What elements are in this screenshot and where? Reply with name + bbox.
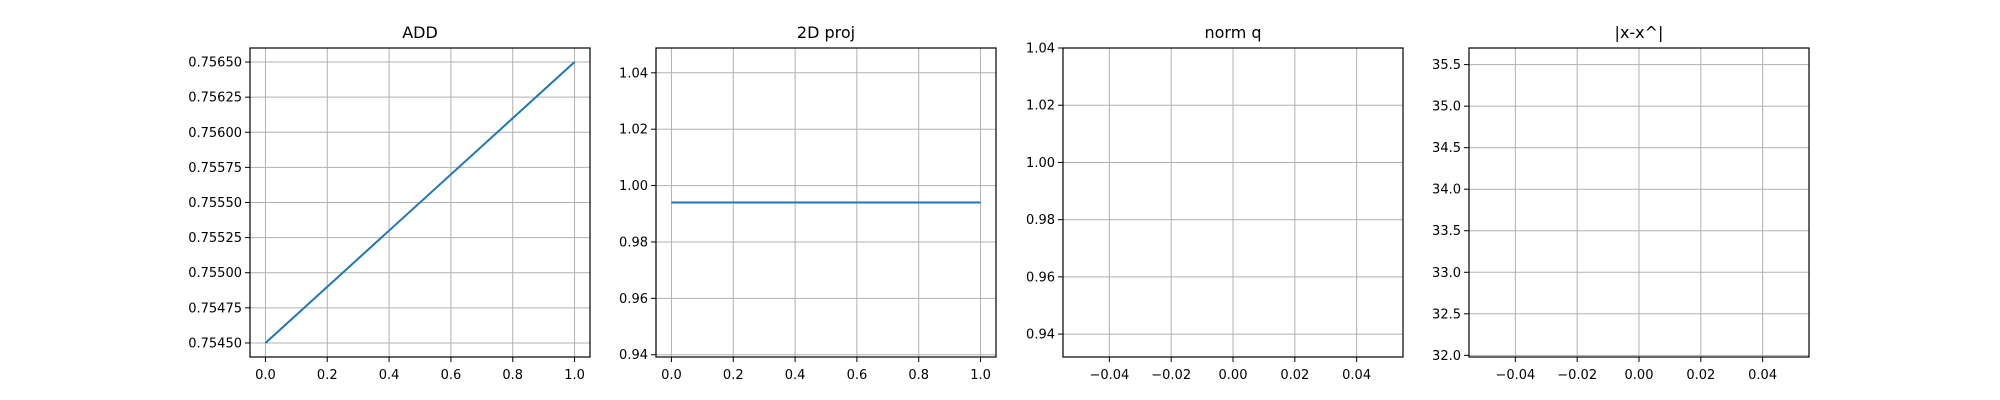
y-tick-label: 34.5 xyxy=(1432,141,1461,156)
chart-panel-3: −0.04 −0.02 0.00 0.02 0.04 0.94 0.96 0.98 1.00 1.… xyxy=(1026,23,1404,383)
y-tick-label: 32.0 xyxy=(1432,349,1461,364)
y-tick-label: 32.5 xyxy=(1432,307,1461,322)
y-tick-label: 0.94 xyxy=(1026,328,1055,343)
y-tick-label: 0.75575 xyxy=(188,161,242,176)
axes-frame xyxy=(655,47,997,358)
x-tick-label: 0.04 xyxy=(1342,368,1371,383)
y-tick-label: 1.04 xyxy=(619,66,648,81)
y-tick-label: 0.75525 xyxy=(188,231,242,246)
x-tick-label: 0.4 xyxy=(785,368,806,383)
x-tick-label: −0.04 xyxy=(1495,368,1535,383)
x-tick-label: 0.04 xyxy=(1748,368,1777,383)
x-tick-label: 0.4 xyxy=(379,368,400,383)
y-tick-label: 33.5 xyxy=(1432,224,1461,239)
chart-panel-2: 0.0 0.2 0.4 0.6 0.8 1.0 0.94 0.96 0.98 1.00 1.02 1.… xyxy=(619,23,997,383)
series-line xyxy=(264,61,576,344)
x-tick-label: 0.0 xyxy=(661,368,682,383)
chart-panel-1: 0.0 0.2 0.4 0.6 0.8 1.0 0.75450 0.75475 0.75500 0… xyxy=(188,23,591,383)
x-tick-label: 0.2 xyxy=(317,368,338,383)
x-tick-label: 0.8 xyxy=(502,368,523,383)
y-tick-label: 0.75650 xyxy=(188,56,242,71)
x-tick-label: 0.8 xyxy=(908,368,929,383)
panel-title: norm q xyxy=(1204,23,1261,42)
x-tick-label: 1.0 xyxy=(564,368,585,383)
y-tick-label: 0.96 xyxy=(1026,270,1055,285)
x-tick-label: −0.02 xyxy=(1557,368,1597,383)
y-tick-label: 1.04 xyxy=(1026,42,1055,57)
y-tick-label: 1.00 xyxy=(1026,156,1055,171)
y-tick-label: 0.75500 xyxy=(188,266,242,281)
y-tick-label: 0.75550 xyxy=(188,196,242,211)
y-tick-label: 0.75450 xyxy=(188,336,242,351)
x-tick-label: 0.6 xyxy=(441,368,462,383)
y-tick-label: 0.96 xyxy=(619,292,648,307)
x-tick-label: 1.0 xyxy=(970,368,991,383)
y-tick-label: 1.02 xyxy=(619,123,648,138)
y-tick-label: 35.0 xyxy=(1432,100,1461,115)
x-tick-label: 0.6 xyxy=(847,368,868,383)
x-tick-label: −0.02 xyxy=(1151,368,1191,383)
y-tick-label: 0.94 xyxy=(619,348,648,363)
x-tick-label: 0.02 xyxy=(1280,368,1309,383)
y-tick-label: 0.75625 xyxy=(188,91,242,106)
x-tick-label: 0.00 xyxy=(1219,368,1248,383)
x-tick-label: −0.04 xyxy=(1089,368,1129,383)
panel-title: ADD xyxy=(402,23,438,42)
x-tick-label: 0.0 xyxy=(255,368,276,383)
y-tick-label: 34.0 xyxy=(1432,183,1461,198)
x-tick-label: 0.2 xyxy=(723,368,744,383)
y-tick-label: 33.0 xyxy=(1432,266,1461,281)
x-tick-label: 0.02 xyxy=(1686,368,1715,383)
y-tick-label: 0.98 xyxy=(619,235,648,250)
y-tick-label: 0.98 xyxy=(1026,213,1055,228)
y-tick-label: 0.75600 xyxy=(188,126,242,141)
chart-panel-4: −0.04 −0.02 0.00 0.02 0.04 32.0 32.5 33.0 33.5 34… xyxy=(1432,23,1810,383)
panel-title: |x-x^| xyxy=(1615,23,1664,42)
x-tick-label: 0.00 xyxy=(1625,368,1654,383)
y-tick-label: 0.75475 xyxy=(188,301,242,316)
panel-title: 2D proj xyxy=(797,23,855,42)
y-tick-label: 1.02 xyxy=(1026,99,1055,114)
y-tick-label: 1.00 xyxy=(619,179,648,194)
y-tick-label: 35.5 xyxy=(1432,58,1461,73)
